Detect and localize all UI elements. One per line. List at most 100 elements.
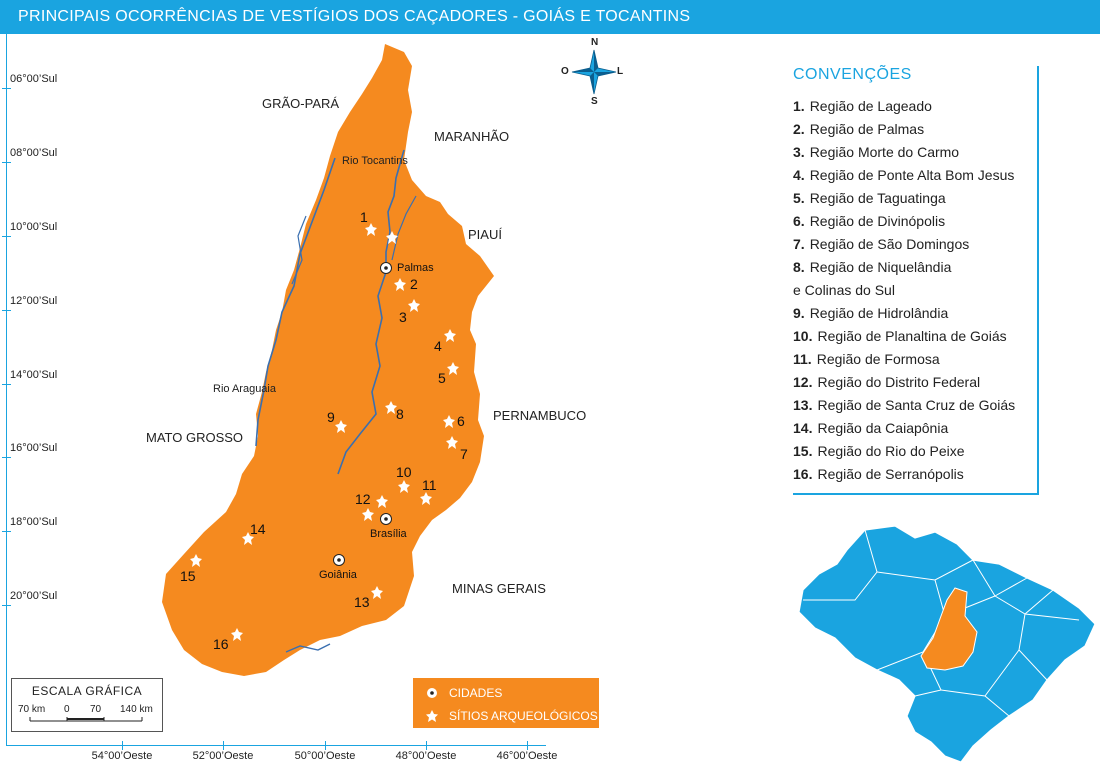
convention-item: 10. Região de Planaltina de Goiás (793, 328, 1007, 344)
site-star-12 (376, 495, 388, 508)
site-number: 4 (434, 338, 442, 354)
region-label-maranhao: MARANHÃO (434, 129, 510, 144)
latitude-label: 14°00’Sul (10, 369, 58, 381)
convention-item: 4. Região de Ponte Alta Bom Jesus (793, 167, 1015, 183)
compass: N S L O (558, 36, 630, 108)
rio-tocantins-line (337, 149, 405, 475)
scale-bar (29, 717, 143, 722)
lat-tick (2, 236, 11, 237)
conventions-border-bottom (793, 493, 1039, 495)
convention-item: 9. Região de Hidrolândia (793, 305, 949, 321)
longitude-label: 52°00’Oeste (192, 750, 254, 762)
lon-tick (122, 741, 123, 750)
region-label-pernambuco: PERNAMBUCO (493, 408, 587, 423)
longitude-label: 50°00’Oeste (294, 750, 356, 762)
convention-item: 3. Região Morte do Carmo (793, 144, 960, 160)
site-star-13 (371, 586, 383, 599)
lat-tick (2, 310, 11, 311)
longitude-label: 48°00’Oeste (395, 750, 457, 762)
lat-tick (2, 531, 11, 532)
region-label-mato-grosso: MATO GROSSO (146, 430, 244, 445)
latitude-label: 18°00’Sul (10, 516, 58, 528)
longitude-label: 46°00’Oeste (496, 750, 558, 762)
region-label-minas-gerais: MINAS GERAIS (452, 581, 546, 596)
city-label-palmas: Palmas (397, 262, 434, 274)
compass-rose-icon (571, 49, 617, 95)
lon-tick (325, 741, 326, 750)
site-number: 15 (180, 568, 196, 584)
site-number: 1 (360, 209, 368, 225)
site-number: 9 (327, 409, 335, 425)
site-number: 13 (354, 594, 370, 610)
brazil-inset-map (798, 525, 1095, 763)
convention-item: e Colinas do Sul (793, 282, 895, 298)
site-number: 7 (460, 446, 468, 462)
site-star-10 (398, 480, 410, 493)
map-title: PRINCIPAIS OCORRÊNCIAS DE VESTÍGIOS DOS … (18, 8, 691, 25)
city-markers (333, 262, 392, 566)
site-number: 2 (410, 276, 418, 292)
convention-item: 7. Região de São Domingos (793, 236, 970, 252)
latitude-label: 20°00’Sul (10, 590, 58, 602)
site-star-2 (394, 278, 406, 291)
conventions-border-right (1037, 66, 1039, 494)
site-number: 5 (438, 370, 446, 386)
goias-tocantins-territory (162, 44, 494, 676)
site-star-7 (446, 436, 458, 449)
site-star-1 (365, 223, 377, 236)
convention-item: 8. Região de Niquelândia (793, 259, 952, 275)
site-number: 3 (399, 309, 407, 325)
site-star-8 (385, 401, 397, 414)
scale-label-zero: 0 (64, 704, 70, 715)
scale-label-70: 70 (90, 704, 102, 715)
bottom-frame-line (6, 745, 546, 746)
city-label-goiania: Goiânia (319, 569, 357, 581)
latitude-label: 12°00’Sul (10, 295, 58, 307)
site-star-4 (444, 329, 456, 342)
convention-item: 14. Região da Caiapônia (793, 420, 949, 436)
lon-tick (223, 741, 224, 750)
site-star-1b (386, 231, 398, 244)
left-frame-line (6, 34, 7, 746)
convention-item: 6. Região de Divinópolis (793, 213, 946, 229)
convention-item: 2. Região de Palmas (793, 121, 925, 137)
site-star-15 (190, 554, 202, 567)
compass-north: N (591, 37, 599, 48)
convention-item: 1. Região de Lageado (793, 98, 932, 114)
latitude-label: 16°00’Sul (10, 442, 58, 454)
site-star-16 (231, 628, 243, 641)
legend-cities-label: CIDADES (449, 686, 503, 700)
latitude-label: 10°00’Sul (10, 221, 58, 233)
convention-item: 12. Região do Distrito Federal (793, 374, 981, 390)
river-label-araguaia: Rio Araguaia (213, 383, 276, 395)
compass-south: S (591, 96, 598, 107)
site-number: 16 (213, 636, 229, 652)
title-bar: PRINCIPAIS OCORRÊNCIAS DE VESTÍGIOS DOS … (0, 0, 1100, 34)
site-number: 12 (355, 491, 371, 507)
compass-east: L (617, 66, 624, 77)
site-number: 10 (396, 464, 412, 480)
scale-title: ESCALA GRÁFICA (31, 684, 143, 698)
lon-tick (527, 741, 528, 750)
south-river-line (285, 643, 331, 653)
site-star-14 (242, 532, 254, 545)
lat-tick (2, 88, 11, 89)
site-star-5 (447, 362, 459, 375)
convention-item: 16. Região de Serranópolis (793, 466, 964, 482)
region-label-piaui: PIAUÍ (468, 227, 502, 242)
rio-araguaia-line (255, 157, 336, 447)
site-number: 8 (396, 406, 404, 422)
convention-item: 15. Região do Rio do Peixe (793, 443, 965, 459)
lat-tick (2, 605, 11, 606)
scale-label-140: 140 km (120, 704, 153, 715)
latitude-label: 06°00’Sul (10, 73, 58, 85)
legend-box: CIDADES SÍTIOS ARQUEOLÓGICOS (413, 678, 599, 728)
site-star-9 (335, 420, 347, 433)
lat-tick (2, 457, 11, 458)
compass-west: O (561, 66, 569, 77)
convention-item: 13. Região de Santa Cruz de Goiás (793, 397, 1016, 413)
rio-tocantins-branch (391, 195, 417, 261)
lat-tick (2, 162, 11, 163)
rio-araguaia-branch (291, 215, 307, 285)
